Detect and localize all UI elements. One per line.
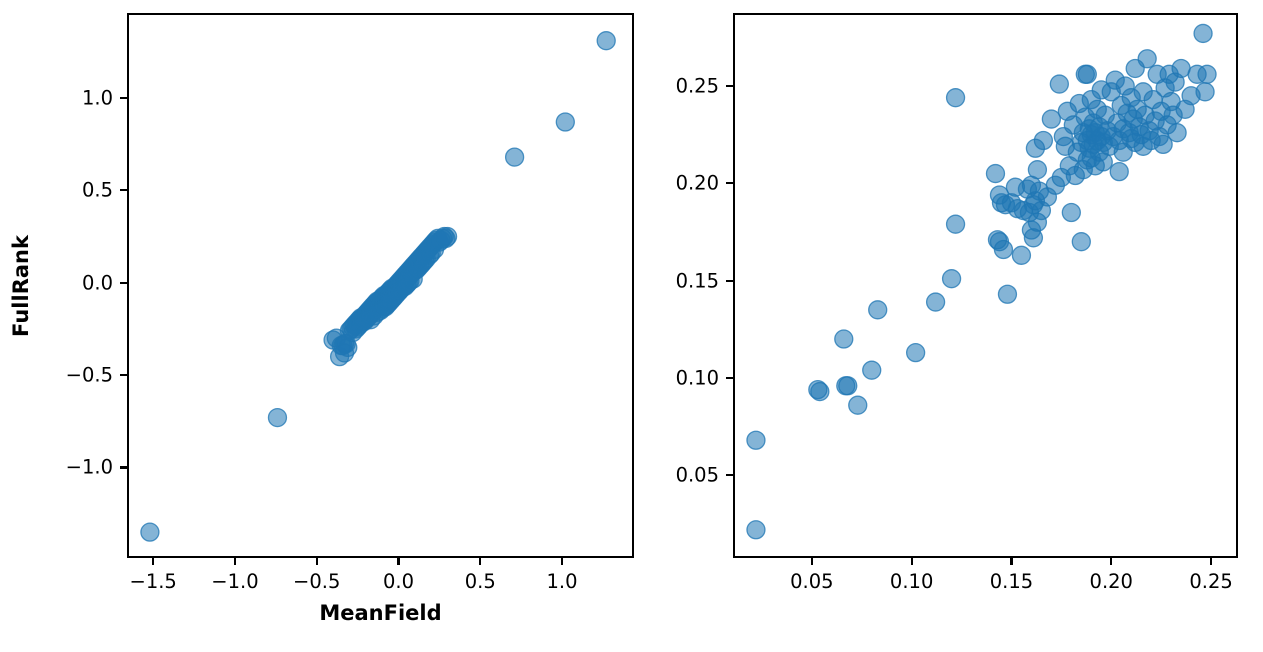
x-tick-label: 0.15 — [989, 570, 1034, 593]
y-tick-label: 0.05 — [675, 463, 719, 487]
y-tick-label: 0.15 — [675, 269, 719, 293]
right-scatter-points — [746, 23, 1217, 540]
y-tickmark — [726, 279, 733, 282]
left-scatter-points — [140, 31, 616, 542]
x-tickmark — [910, 558, 913, 565]
y-tick-label: 1.0 — [81, 86, 113, 110]
y-tick-label: −1.0 — [65, 455, 113, 479]
x-tickmark — [810, 558, 813, 565]
y-tick-label: 0.5 — [81, 178, 113, 202]
x-tickmark — [1209, 558, 1213, 565]
x-tick-label: −1.5 — [129, 570, 177, 593]
y-tickmark — [726, 474, 733, 477]
y-tick-label: 0.0 — [81, 271, 113, 295]
x-axis-label: MeanField — [319, 601, 442, 625]
left-plot-frame — [127, 13, 634, 558]
y-tickmark — [726, 376, 733, 380]
y-tickmark — [120, 281, 127, 284]
x-tick-label: −1.0 — [211, 570, 259, 593]
x-tickmark — [152, 558, 155, 565]
x-tick-label: 0.0 — [382, 570, 414, 593]
y-tick-label: 0.25 — [675, 74, 719, 98]
x-tick-label: 0.10 — [889, 570, 934, 593]
x-tickmark — [397, 558, 400, 565]
y-tickmark — [120, 189, 127, 192]
x-tickmark — [1010, 558, 1013, 565]
y-tickmark — [120, 466, 127, 469]
x-tick-label: 0.25 — [1189, 570, 1233, 593]
x-tickmark — [233, 558, 237, 565]
y-tickmark — [120, 96, 127, 100]
x-tickmark — [1110, 558, 1113, 565]
x-tickmark — [560, 558, 564, 565]
y-tickmark — [726, 84, 733, 88]
x-tick-label: 0.5 — [464, 570, 496, 593]
y-tickmark — [120, 374, 127, 377]
x-tick-label: 0.05 — [790, 570, 834, 593]
x-tickmark — [315, 558, 318, 565]
x-tickmark — [479, 558, 482, 565]
y-tick-label: −0.5 — [65, 363, 113, 387]
x-tick-label: 0.20 — [1089, 570, 1133, 593]
y-tickmark — [726, 182, 733, 185]
x-tick-label: 1.0 — [546, 570, 578, 593]
y-tick-label: 0.20 — [675, 171, 719, 195]
x-tick-label: −0.5 — [293, 570, 341, 593]
y-tick-label: 0.10 — [675, 366, 719, 390]
y-axis-label: FullRank — [9, 234, 33, 337]
